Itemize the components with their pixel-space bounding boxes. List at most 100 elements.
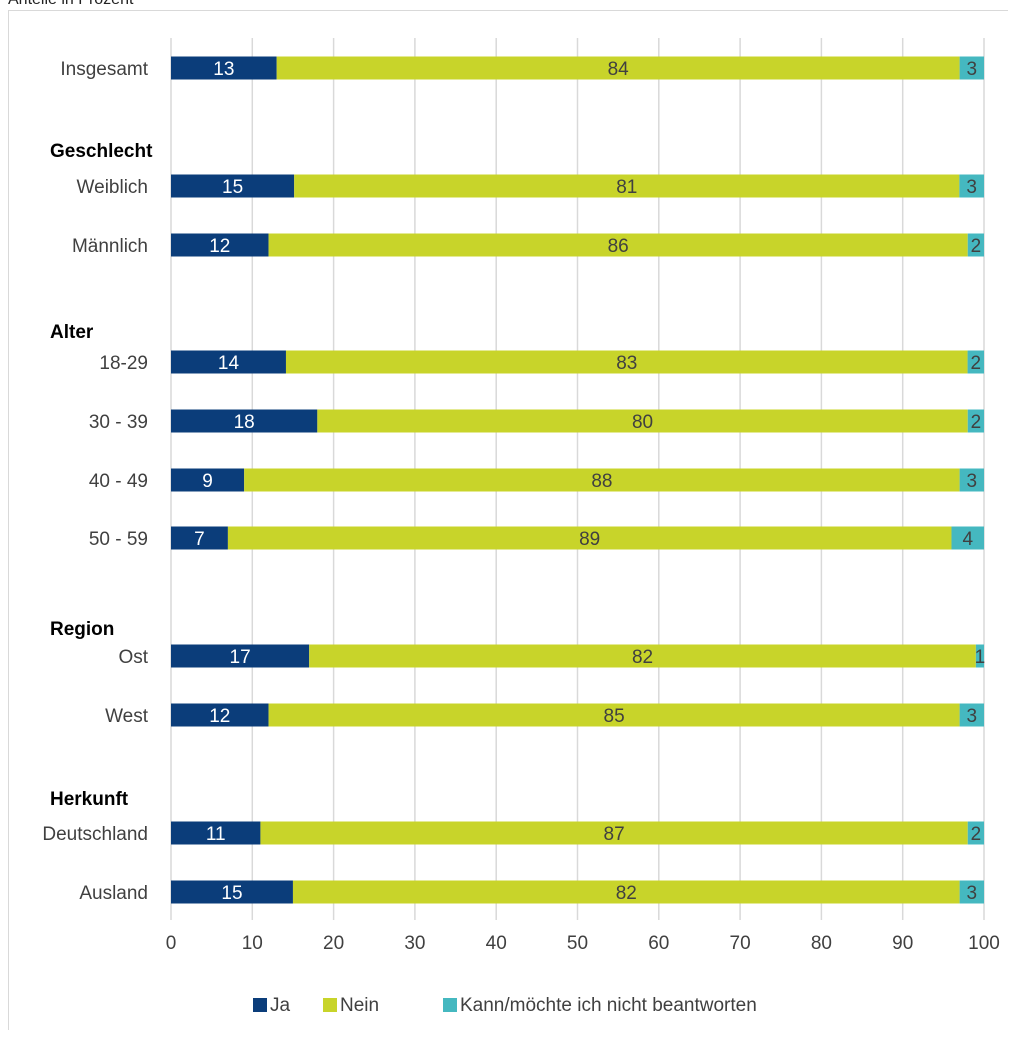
bar-segment-kann [959, 56, 984, 80]
x-tick-label: 30 [404, 933, 425, 954]
data-label-kann: 3 [967, 59, 978, 80]
bar-segment-ja [171, 644, 310, 668]
legend-swatch-nein [323, 998, 337, 1012]
bar-segment-nein [268, 233, 968, 257]
group-label: Region [50, 619, 114, 640]
category-label: 50 - 59 [89, 529, 148, 550]
data-label-ja: 12 [209, 706, 230, 727]
bar-segment-nein [309, 644, 976, 668]
data-label-nein: 85 [604, 706, 625, 727]
data-label-kann: 3 [967, 706, 978, 727]
data-label-nein: 80 [632, 412, 653, 433]
data-label-kann: 2 [971, 824, 982, 845]
bar-segment-nein [268, 703, 960, 727]
bar-segment-nein [276, 56, 960, 80]
data-label-kann: 1 [975, 647, 986, 668]
data-label-kann: 2 [970, 353, 981, 374]
category-label: West [105, 706, 149, 727]
bar-segment-nein [292, 880, 960, 904]
x-tick-label: 80 [811, 933, 832, 954]
bar-segment-kann [959, 880, 984, 904]
data-label-kann: 2 [971, 412, 982, 433]
legend-swatch-ja [253, 998, 267, 1012]
x-tick-label: 10 [242, 933, 263, 954]
bar-segment-ja [171, 56, 277, 80]
bar-segment-nein [294, 174, 960, 198]
bar-segment-nein [260, 821, 968, 845]
bar-segment-kann [967, 233, 984, 257]
category-label: 18-29 [99, 353, 148, 374]
bar-segment-nein [317, 409, 968, 433]
x-tick-label: 40 [486, 933, 507, 954]
bar-layer [171, 56, 984, 904]
bar-segment-ja [171, 233, 269, 257]
chart-frame [8, 10, 1008, 1030]
bar-segment-kann [959, 174, 984, 198]
x-tick-label: 20 [323, 933, 344, 954]
data-label-nein: 87 [604, 824, 625, 845]
category-label: Deutschland [42, 824, 148, 845]
category-label: 30 - 39 [89, 412, 148, 433]
bar-segment-nein [285, 350, 968, 374]
chart-caption: Anteile in Prozent [8, 0, 133, 9]
data-label-kann: 3 [966, 177, 977, 198]
x-tick-label: 100 [968, 933, 1000, 954]
data-label-ja: 18 [234, 412, 255, 433]
data-label-nein: 81 [616, 177, 637, 198]
bar-segment-nein [244, 468, 960, 492]
bar-segment-kann [959, 703, 984, 727]
bar-segment-kann [967, 350, 984, 374]
data-label-ja: 11 [206, 824, 226, 845]
bar-segment-kann [951, 526, 984, 550]
data-label-nein: 88 [591, 471, 612, 492]
x-tick-label: 70 [730, 933, 751, 954]
x-axis: 0 10 20 30 40 50 60 70 80 90 100 [166, 933, 1000, 954]
data-label-kann: 3 [967, 883, 978, 904]
group-label: Alter [50, 322, 94, 343]
data-label-ja: 7 [194, 529, 205, 550]
bar-segment-kann [959, 468, 984, 492]
bar-segment-ja [171, 703, 269, 727]
x-tick-label: 90 [892, 933, 913, 954]
bar-segment-ja [171, 350, 286, 374]
data-label-nein: 82 [632, 647, 653, 668]
data-label-ja: 12 [209, 236, 230, 257]
legend-label-nein: Nein [340, 995, 379, 1016]
bar-segment-kann [975, 644, 984, 668]
data-label-nein: 83 [616, 353, 637, 374]
category-label: Insgesamt [60, 59, 148, 80]
data-label-kann: 4 [962, 529, 973, 550]
bar-segment-kann [967, 409, 984, 433]
data-label-kann: 2 [971, 236, 982, 257]
bar-segment-ja [171, 526, 228, 550]
data-label-ja: 14 [218, 353, 240, 374]
bar-segment-ja [171, 174, 295, 198]
data-label-kann: 3 [967, 471, 978, 492]
category-label: Weiblich [77, 177, 148, 198]
data-label-nein: 84 [608, 59, 630, 80]
legend: Ja Nein Kann/möchte ich nicht beantworten [253, 995, 757, 1016]
category-label: 40 - 49 [89, 471, 148, 492]
data-label-ja: 9 [202, 471, 213, 492]
bar-segment-ja [171, 409, 318, 433]
data-label-ja: 15 [222, 177, 243, 198]
data-label-nein: 89 [579, 529, 600, 550]
bar-segment-ja [171, 468, 245, 492]
data-label-nein: 86 [608, 236, 629, 257]
legend-label-kann: Kann/möchte ich nicht beantworten [460, 995, 757, 1016]
bar-segment-ja [171, 880, 293, 904]
data-label-ja: 15 [221, 883, 242, 904]
x-tick-label: 0 [166, 933, 177, 954]
category-label: Ost [118, 647, 148, 668]
legend-label-ja: Ja [270, 995, 291, 1016]
x-tick-label: 50 [567, 933, 588, 954]
bar-segment-ja [171, 821, 261, 845]
data-label-ja: 13 [213, 59, 234, 80]
x-tick-label: 60 [648, 933, 669, 954]
category-label: Männlich [72, 236, 148, 257]
group-label: Geschlecht [50, 141, 153, 162]
data-label-nein: 82 [616, 883, 637, 904]
bar-segment-nein [227, 526, 952, 550]
group-label: Herkunft [50, 789, 129, 810]
